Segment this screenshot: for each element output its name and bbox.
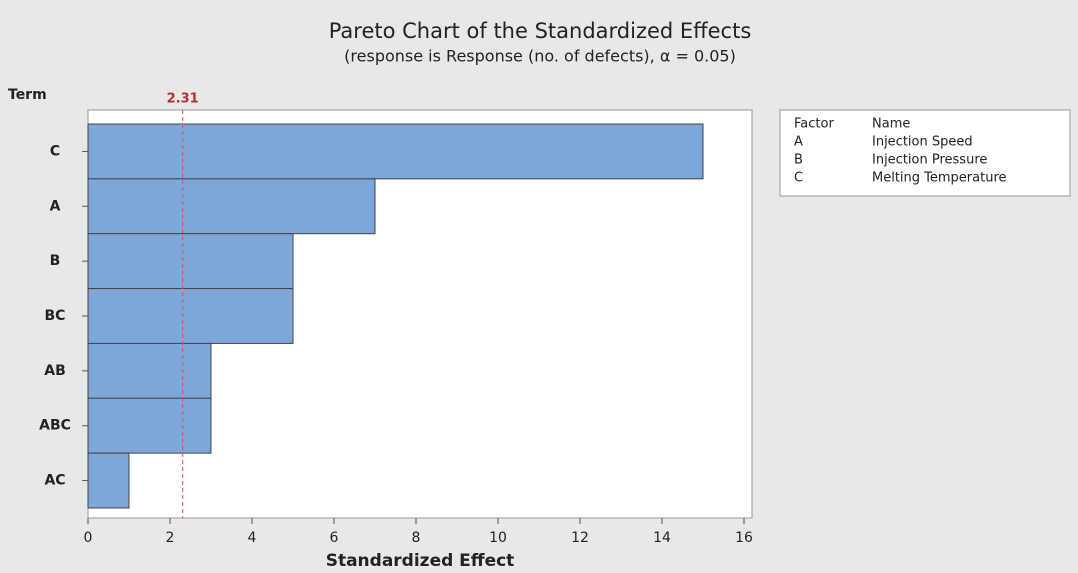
x-tick-label: 14 — [653, 530, 671, 546]
y-tick-label: ABC — [39, 418, 71, 434]
x-tick-label: 10 — [489, 530, 507, 546]
bar — [87, 452, 130, 509]
bar — [87, 123, 704, 180]
y-tick-label: C — [50, 143, 60, 159]
legend-cell: A — [794, 135, 803, 150]
legend-cell: Melting Temperature — [872, 171, 1007, 186]
x-tick-label: 4 — [248, 530, 257, 546]
x-axis-label: Standardized Effect — [326, 551, 515, 571]
chart-subtitle: (response is Response (no. of defects), … — [344, 47, 736, 66]
x-tick-label: 8 — [412, 530, 421, 546]
x-tick-label: 6 — [330, 530, 339, 546]
legend-cell: C — [794, 171, 803, 186]
bar — [87, 178, 376, 235]
legend-cell: Injection Pressure — [872, 153, 987, 168]
legend-cell: Injection Speed — [872, 135, 973, 150]
y-axis-label: Term — [8, 87, 47, 103]
legend-cell: B — [794, 153, 803, 168]
x-tick-label: 2 — [166, 530, 175, 546]
bar — [87, 288, 294, 344]
y-tick-label: AB — [44, 363, 66, 379]
x-tick-label: 0 — [84, 530, 93, 546]
bar — [87, 397, 212, 454]
y-tick-label: BC — [45, 308, 66, 324]
y-tick-label: A — [50, 198, 61, 214]
y-tick-label: AC — [44, 473, 65, 489]
reference-label: 2.31 — [167, 92, 199, 107]
legend-header: Name — [872, 117, 910, 132]
chart-title: Pareto Chart of the Standardized Effects — [329, 19, 752, 43]
x-tick-label: 12 — [571, 530, 589, 546]
bar — [87, 233, 294, 290]
legend-box — [779, 109, 1071, 197]
y-tick-label: B — [50, 253, 61, 269]
bar — [87, 342, 212, 399]
legend-header: Factor — [794, 117, 834, 132]
x-tick-label: 16 — [735, 530, 753, 546]
